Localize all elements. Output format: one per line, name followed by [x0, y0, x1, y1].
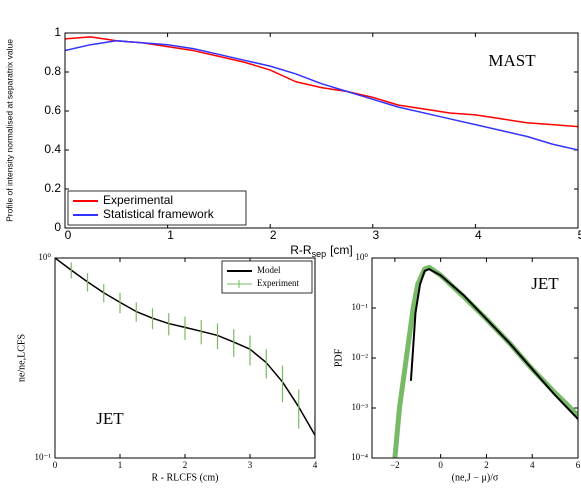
legend-label: Statistical framework [103, 207, 215, 221]
x-tick-label: 0 [53, 460, 58, 470]
y-tick-label: 1 [54, 25, 61, 39]
x-tick-label: 1 [118, 460, 123, 470]
series-line [409, 268, 578, 420]
legend-box [67, 190, 247, 226]
y-tick-label: 10⁻⁴ [351, 452, 368, 462]
y-axis-label: ne/ne,LCFS [16, 334, 27, 382]
plot-frame [371, 257, 579, 459]
y-tick-label: 0.4 [44, 142, 61, 156]
y-tick-label: 0.6 [44, 103, 61, 117]
series-line [392, 264, 578, 458]
series-line [65, 40, 578, 151]
legend-box [221, 260, 313, 294]
annotation: MAST [488, 51, 536, 70]
legend-label: Experimental [103, 193, 173, 207]
chart: 0 1 2 3 4 10⁻¹ 10⁰ JET ne/ne,LCFS R - RLCFS (cm) M… [16, 252, 317, 483]
x-tick-label: 6 [576, 460, 581, 470]
x-tick-label: 4 [313, 460, 318, 470]
x-tick-label: −2 [390, 460, 400, 470]
y-tick-label: 0.8 [44, 64, 61, 78]
x-tick-label: 1 [167, 228, 174, 242]
x-tick-label: 2 [484, 460, 489, 470]
x-tick-label: 4 [475, 228, 482, 242]
x-tick-label: 0 [438, 460, 443, 470]
annotation: JET [531, 274, 559, 293]
annotation: JET [96, 409, 124, 428]
x-tick-label: 0 [65, 228, 72, 242]
x-axis-label: R-Rsep [cm] [290, 243, 353, 259]
x-axis-label-part: [cm] [330, 243, 353, 257]
y-tick-label: 10⁻³ [352, 402, 369, 412]
chart: −2 0 2 4 6 10⁻⁴ 10⁻³ 10⁻² 10⁻¹ 10⁰ JET PDF (ne,J − μ… [333, 252, 580, 483]
y-axis-label: PDF [333, 348, 344, 367]
x-axis-label: R - RLCFS (cm) [152, 472, 219, 483]
y-tick-label: 10⁻² [352, 352, 369, 362]
plot-frame [64, 32, 579, 229]
legend-label: Experiment [257, 278, 299, 288]
x-axis-label: (ne,J − μ)/σ [452, 472, 499, 483]
y-tick-label: 0 [54, 220, 61, 234]
x-tick-label: 2 [270, 228, 277, 242]
plot-frame [54, 257, 316, 459]
y-tick-label: 0.2 [44, 181, 61, 195]
y-tick-label: 10⁻¹ [35, 452, 52, 462]
x-tick-label: 3 [248, 460, 253, 470]
x-tick-label: 3 [372, 228, 379, 242]
y-axis-label: Profile of intensity normalised at separ… [4, 39, 14, 222]
chart: 0 1 2 3 4 5 0 0.2 0.4 0.6 0.8 1 MAST Profile of inten… [4, 25, 581, 259]
x-axis-label-part: sep [312, 249, 327, 259]
x-tick-label: 5 [578, 228, 581, 242]
x-tick-label: 2 [183, 460, 188, 470]
legend-label: Model [257, 265, 281, 275]
x-tick-label: 4 [530, 460, 535, 470]
y-tick-label: 10⁰ [38, 252, 51, 262]
x-axis-label-part: R-R [290, 243, 312, 257]
y-tick-label: 10⁻¹ [352, 302, 369, 312]
y-tick-label: 10⁰ [355, 252, 368, 262]
